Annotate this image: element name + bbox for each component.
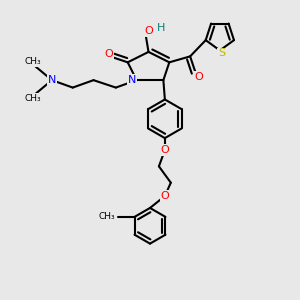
Text: S: S — [218, 48, 225, 59]
Text: O: O — [104, 49, 113, 59]
Text: H: H — [157, 23, 165, 33]
Text: O: O — [160, 145, 169, 155]
Text: O: O — [145, 26, 154, 36]
Text: N: N — [128, 75, 136, 85]
Text: CH₃: CH₃ — [98, 212, 115, 221]
Text: N: N — [48, 75, 56, 85]
Text: O: O — [195, 72, 203, 82]
Text: CH₃: CH₃ — [24, 57, 41, 66]
Text: CH₃: CH₃ — [24, 94, 41, 103]
Text: O: O — [160, 191, 169, 201]
